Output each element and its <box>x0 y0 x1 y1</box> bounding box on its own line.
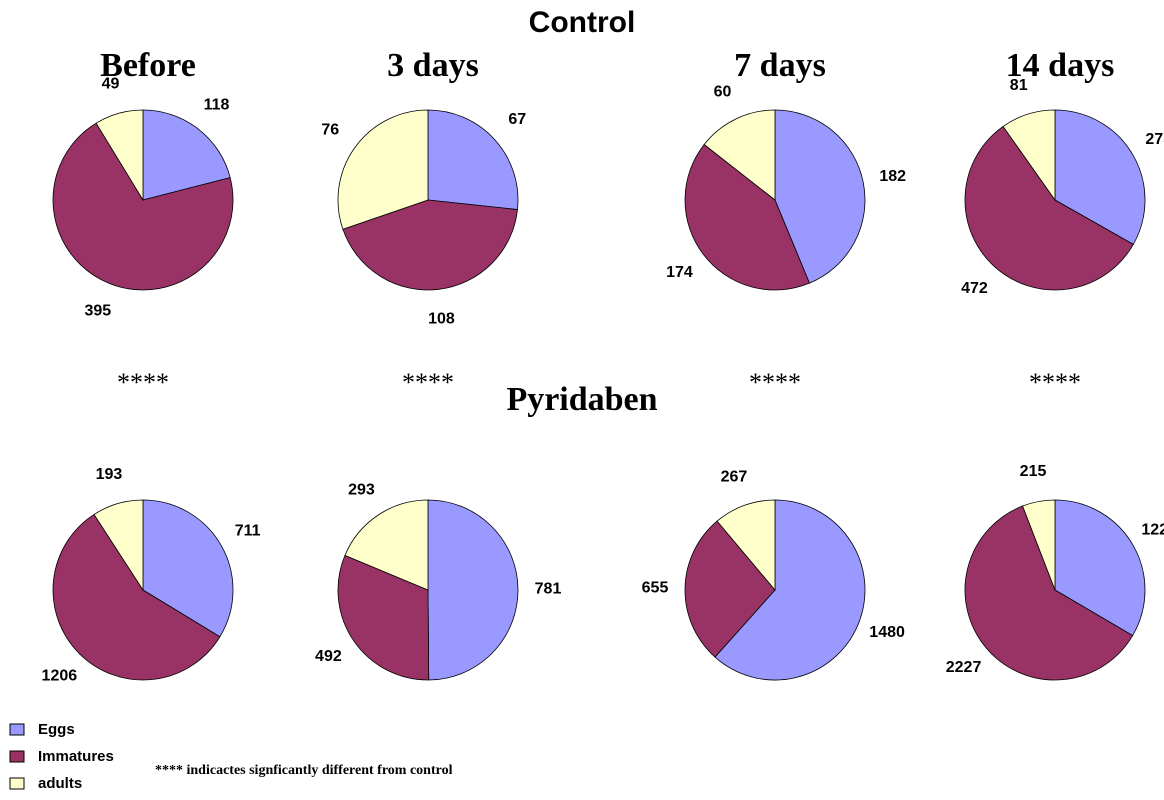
pie-slice <box>1002 109 1056 202</box>
legend-label: Eggs <box>38 721 75 738</box>
data-label: 711 <box>235 522 261 539</box>
pie-slice <box>337 554 430 681</box>
data-label: 293 <box>348 481 375 498</box>
pie-title: 7 days <box>734 47 826 84</box>
pie-slice <box>774 109 866 284</box>
pie-slice <box>714 499 866 681</box>
significance-mark: **** <box>749 368 801 397</box>
data-label: 267 <box>721 468 748 485</box>
significance-mark: **** <box>402 368 454 397</box>
legend-label: adults <box>38 775 82 792</box>
pie-slice <box>964 505 1134 681</box>
data-label: 472 <box>961 280 988 297</box>
pie-slice <box>344 499 429 591</box>
data-label: 655 <box>642 579 669 596</box>
pie-slice <box>716 499 776 592</box>
pie-slice <box>52 513 221 681</box>
legend-swatch <box>9 777 25 790</box>
pie-slice <box>52 122 234 291</box>
data-label: 492 <box>315 648 342 665</box>
data-label: 182 <box>879 168 906 185</box>
data-label: 60 <box>714 83 732 100</box>
data-label: 1206 <box>42 667 78 684</box>
pie-slice <box>337 109 429 230</box>
pie-slice <box>703 109 776 201</box>
pie-slice <box>1054 109 1146 245</box>
group-title: Control <box>529 6 636 39</box>
data-label: 395 <box>85 302 112 319</box>
pie-slice <box>427 499 519 681</box>
pie-slice <box>142 109 231 201</box>
data-label: 275 <box>1145 131 1164 148</box>
data-label: 49 <box>102 76 120 93</box>
pie-slice <box>342 199 518 291</box>
pie-title: Before <box>100 47 196 84</box>
data-label: 215 <box>1020 463 1047 480</box>
group-title: Pyridaben <box>506 381 657 418</box>
pie-slice <box>684 143 810 291</box>
data-label: 118 <box>204 96 230 113</box>
pie-slice <box>964 125 1134 291</box>
pie-title: 14 days <box>1006 47 1115 84</box>
legend-swatch <box>9 723 25 736</box>
pie-slice <box>684 520 776 658</box>
data-label: 193 <box>96 466 123 483</box>
pie-slice <box>142 499 234 638</box>
data-label: 81 <box>1010 77 1028 94</box>
note: **** indicactes signficantly different f… <box>155 763 453 778</box>
legend-swatch <box>9 750 25 763</box>
data-label: 1480 <box>869 624 905 641</box>
significance-mark: **** <box>117 368 169 397</box>
pie-slice <box>1022 499 1056 591</box>
pie-slice <box>427 109 519 210</box>
data-label: 781 <box>535 581 562 598</box>
significance-mark: **** <box>1029 368 1081 397</box>
data-label: 2227 <box>946 659 982 676</box>
data-label: 1227 <box>1141 522 1164 539</box>
data-label: 76 <box>321 122 339 139</box>
data-label: 108 <box>428 310 455 327</box>
pie-title: 3 days <box>387 47 479 84</box>
data-label: 67 <box>508 111 526 128</box>
pie-slice <box>1054 499 1146 637</box>
pie-slice <box>95 109 144 202</box>
data-label: 174 <box>666 264 693 281</box>
pie-slice <box>93 499 144 592</box>
legend-label: Immatures <box>38 748 114 765</box>
